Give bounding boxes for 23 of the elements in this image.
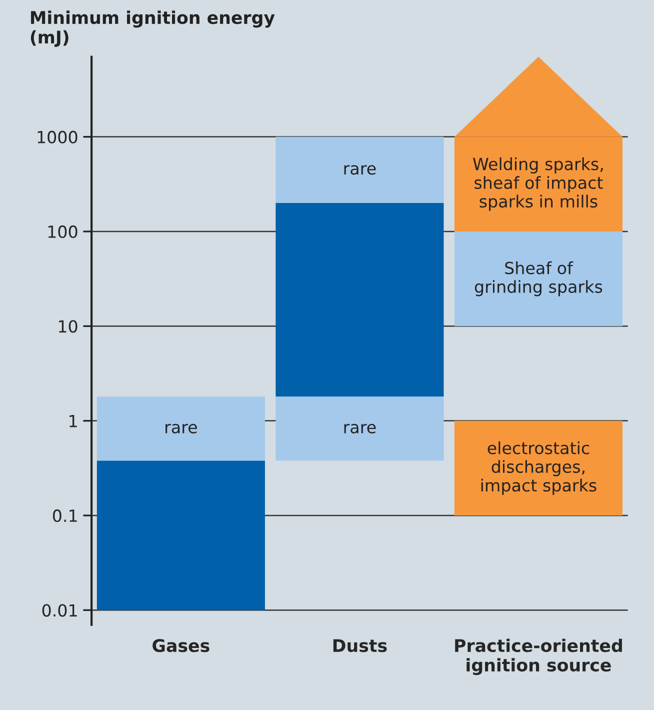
y-tick-label: 0.1	[52, 509, 77, 522]
x-tick-label: Dusts	[333, 639, 387, 652]
bar	[276, 136, 444, 203]
data-label: Welding sparks, sheaf of impact sparks in mills	[473, 157, 603, 211]
y-tick-label: 0.01	[42, 604, 77, 617]
y-tick-label: 1000	[38, 130, 78, 144]
data-label: rare	[344, 165, 376, 175]
bar	[276, 202, 444, 397]
bar	[96, 460, 265, 610]
y-axis-title: Minimum ignition energy (mJ)	[30, 10, 275, 47]
data-label: electrostatic discharges, impact sparks	[481, 441, 596, 495]
data-label: Sheaf of grinding sparks	[474, 261, 602, 296]
x-tick-label: Gases	[152, 638, 210, 652]
data-label: rare	[166, 424, 197, 434]
y-tick-label: 100	[48, 225, 78, 238]
bar	[454, 420, 622, 516]
x-tick-label: Practice-oriented ignition source	[455, 638, 622, 676]
data-label: rare	[344, 424, 376, 434]
y-tick-label: 10	[58, 320, 78, 333]
bar	[276, 396, 444, 461]
bar	[96, 396, 265, 461]
bar	[454, 231, 622, 326]
y-tick-label: 1	[70, 414, 77, 428]
